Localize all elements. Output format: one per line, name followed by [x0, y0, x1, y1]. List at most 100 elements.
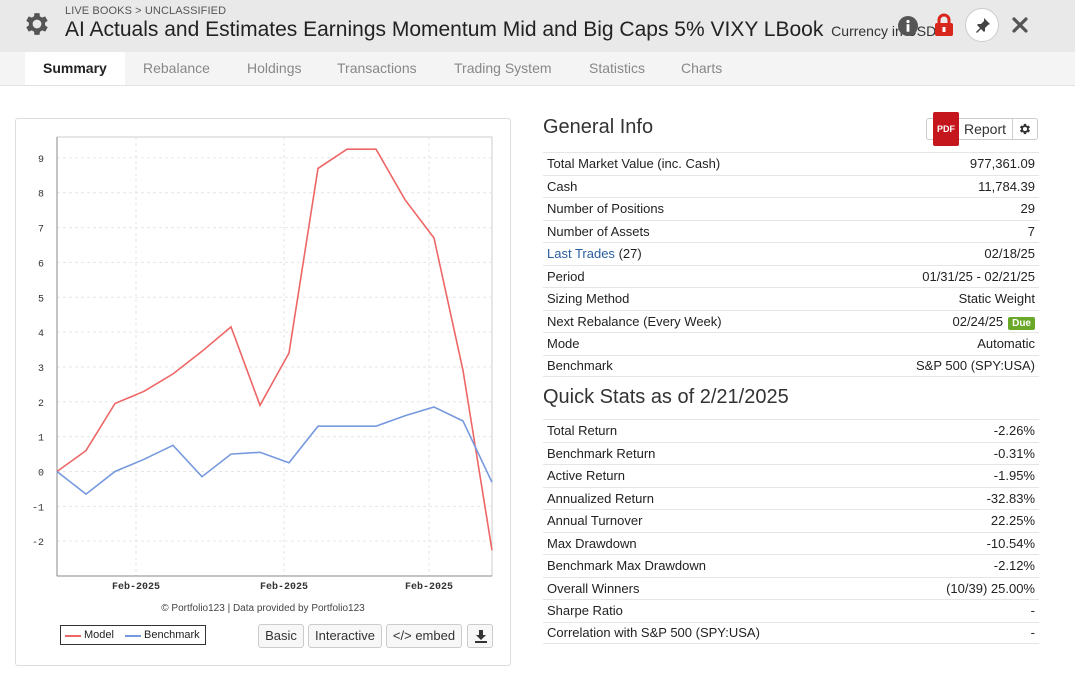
x-tick-label: Feb-2025 [112, 581, 160, 593]
row-value: Static Weight [958, 291, 1035, 307]
number-of-positions-link[interactable]: Number of Positions [547, 201, 665, 217]
tab-rebalance[interactable]: Rebalance [143, 60, 210, 76]
general-info-header: General Info PDF Report [543, 112, 1039, 146]
positions-count-link[interactable]: 29 [1020, 201, 1035, 217]
download-button[interactable] [467, 624, 493, 648]
row-value: - [1030, 603, 1035, 619]
quick-stats-title: Quick Stats as of 2/21/2025 [543, 386, 789, 408]
stats-row-sharpe-ratio: Sharpe Ratio - [543, 599, 1039, 622]
row-label: Cash [547, 178, 578, 194]
report-settings-button[interactable] [1012, 119, 1037, 139]
y-tick-label: 9 [38, 155, 44, 166]
row-label: Number of Assets [547, 223, 650, 239]
interactive-button[interactable]: Interactive [308, 624, 382, 648]
tab-trading-system[interactable]: Trading System [454, 60, 552, 76]
row-label: Overall Winners [547, 580, 640, 596]
report-button[interactable]: PDF Report [927, 112, 1012, 146]
row-label: Mode [547, 336, 580, 352]
row-label: Next Rebalance (Every Week) [547, 313, 722, 329]
row-value: 02/24/25 Due [952, 313, 1035, 330]
basic-button[interactable]: Basic [258, 624, 304, 648]
info-row-benchmark: Benchmark S&P 500 (SPY:USA) [543, 354, 1039, 377]
y-tick-label: -2 [32, 538, 44, 549]
row-label: Benchmark Max Drawdown [547, 558, 706, 574]
chart-legend: Model Benchmark [60, 625, 206, 645]
y-tick-label: 4 [38, 329, 44, 340]
row-label: Last Trades (27) [547, 246, 642, 261]
general-info-title: General Info [543, 116, 654, 138]
legend-model-swatch [65, 635, 81, 637]
row-value: - [1030, 625, 1035, 641]
quick-stats-table: Total Return -2.26% Benchmark Return -0.31… [543, 419, 1039, 644]
gear-icon[interactable] [22, 9, 52, 39]
last-trades-link[interactable]: Last Trades [547, 246, 615, 262]
row-label: Benchmark Return [547, 445, 656, 461]
row-value: 977,361.09 [969, 156, 1035, 172]
series-line-model [56, 148, 493, 551]
row-value: -10.54% [986, 535, 1035, 551]
y-tick-label: 1 [38, 434, 44, 445]
row-value: Automatic [977, 336, 1035, 352]
stats-row-total-return: Total Return -2.26% [543, 419, 1039, 442]
info-icon[interactable] [897, 15, 919, 37]
row-label: Total Market Value (inc. Cash) [547, 156, 721, 172]
row-value: 11,784.39 [978, 178, 1035, 194]
stats-row-max-drawdown: Max Drawdown -10.54% [543, 531, 1039, 555]
stats-row-correlation: Correlation with S&P 500 (SPY:USA) - [543, 621, 1039, 644]
series-line-benchmark [56, 406, 493, 496]
last-trades-date-link[interactable]: 02/18/25 [984, 246, 1035, 262]
row-value: -2.12% [993, 558, 1035, 574]
header-bar: LIVE BOOKS > UNCLASSIFIED AI Actuals and… [0, 0, 1075, 52]
gear-icon [1019, 123, 1031, 135]
stats-row-active-return: Active Return -1.95% [543, 464, 1039, 487]
pin-icon [976, 18, 990, 33]
tab-transactions[interactable]: Transactions [337, 60, 417, 76]
row-label: Annualized Return [547, 490, 654, 506]
info-row-next-rebalance: Next Rebalance (Every Week) 02/24/25 Due [543, 309, 1039, 333]
embed-button[interactable]: </> embed [386, 624, 462, 648]
report-button-group: PDF Report [925, 112, 1038, 146]
legend-model[interactable]: Model [84, 629, 114, 641]
tab-summary[interactable]: Summary [25, 52, 125, 85]
chart-credit: © Portfolio123 | Data provided by Portfo… [161, 603, 365, 614]
general-info-table: Total Market Value (inc. Cash) 977,361.09… [543, 152, 1039, 377]
row-label: Sharpe Ratio [547, 603, 623, 619]
legend-benchmark[interactable]: Benchmark [144, 629, 200, 641]
row-label: Max Drawdown [547, 535, 637, 551]
row-value: -1.95% [993, 468, 1035, 484]
info-row-last-trades: Last Trades (27) 02/18/25 [543, 242, 1039, 265]
row-label: Benchmark [547, 358, 613, 374]
info-row-total-market-value: Total Market Value (inc. Cash) 977,361.09 [543, 152, 1039, 175]
info-row-mode: Mode Automatic [543, 332, 1039, 355]
row-label: Active Return [547, 468, 626, 484]
info-row-sizing-method: Sizing Method Static Weight [543, 287, 1039, 310]
due-badge: Due [1008, 316, 1035, 330]
tab-holdings[interactable]: Holdings [247, 60, 302, 76]
breadcrumb[interactable]: LIVE BOOKS > UNCLASSIFIED [65, 5, 227, 17]
row-value: 01/31/25 - 02/21/25 [922, 268, 1035, 284]
row-value: -32.83% [986, 490, 1035, 506]
info-row-number-of-positions: Number of Positions 29 [543, 197, 1039, 220]
performance-chart[interactable]: -2 -1 0 1 2 3 4 5 6 7 8 9 Feb-2025 Feb-2025 Feb-2025 [16, 119, 510, 665]
last-trades-count: (27) [618, 246, 642, 262]
y-tick-label: 0 [38, 468, 44, 479]
row-value: -0.31% [993, 445, 1035, 461]
info-row-cash: Cash 11,784.39 [543, 174, 1039, 198]
tab-statistics[interactable]: Statistics [589, 60, 646, 76]
page-title: AI Actuals and Estimates Earnings Moment… [65, 18, 936, 42]
book-title: AI Actuals and Estimates Earnings Moment… [65, 18, 824, 41]
row-value: -2.26% [993, 423, 1035, 439]
row-value: (10/39) 25.00% [946, 580, 1035, 596]
y-tick-label: 6 [38, 259, 44, 270]
report-label: Report [963, 121, 1006, 137]
tab-charts[interactable]: Charts [681, 60, 723, 76]
y-tick-label: 8 [38, 190, 44, 201]
row-label: Total Return [547, 423, 618, 439]
row-value: S&P 500 (SPY:USA) [916, 358, 1035, 374]
lock-icon[interactable] [933, 13, 955, 37]
next-rebalance-date: 02/24/25 [952, 313, 1004, 329]
pin-button[interactable] [965, 8, 999, 42]
x-tick-label: Feb-2025 [260, 581, 308, 593]
stats-row-benchmark-return: Benchmark Return -0.31% [543, 441, 1039, 465]
close-icon[interactable] [1011, 16, 1029, 34]
